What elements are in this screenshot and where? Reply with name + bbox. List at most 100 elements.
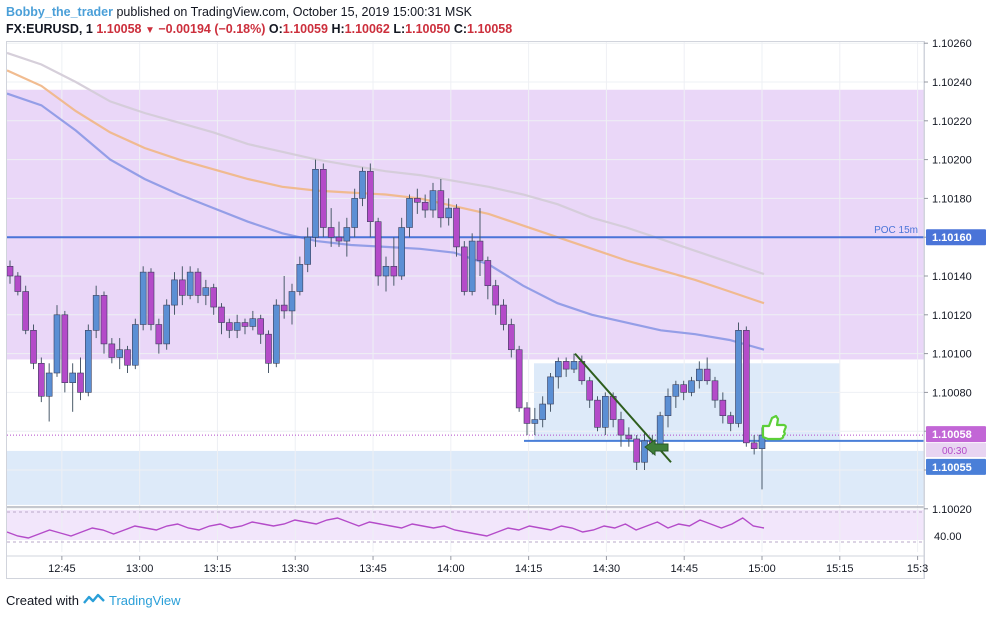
time-tick-label: 14:45	[670, 563, 698, 575]
candle-body	[555, 361, 562, 378]
price-tick-label: 1.10260	[932, 38, 972, 50]
candle-body	[327, 227, 335, 238]
poc-price-tag: 1.10160	[932, 232, 972, 244]
candle-body	[320, 169, 327, 228]
time-tick-label: 15:00	[748, 563, 776, 575]
candle-body	[351, 198, 358, 228]
candle-body	[6, 265, 14, 277]
candle-body	[531, 419, 539, 424]
poc-label: POC 15m	[874, 225, 918, 236]
candle-body	[69, 372, 76, 383]
candle-body	[703, 368, 711, 382]
candle-body	[461, 246, 468, 292]
candle-body	[680, 384, 687, 393]
last-price: 1.10058	[96, 22, 142, 36]
candle-body	[735, 330, 742, 424]
publish-info: published on TradingView.com, October 15…	[116, 5, 473, 19]
candle-body	[132, 324, 139, 366]
candle-body	[468, 240, 476, 292]
candle-body	[85, 330, 92, 393]
candle-body	[382, 265, 390, 277]
candle-body	[139, 271, 147, 325]
candle-body	[398, 227, 405, 277]
created-with-label: Created with	[6, 593, 79, 608]
candle-body	[547, 376, 554, 405]
candle-body	[625, 434, 633, 440]
candle-body	[241, 322, 249, 327]
candle-body	[445, 207, 452, 219]
candle-body	[633, 438, 640, 463]
author-name[interactable]: Bobby_the_trader	[6, 5, 113, 19]
candle-body	[641, 440, 648, 463]
time-tick-label: 14:00	[437, 563, 465, 575]
open-label: O:	[268, 22, 283, 36]
candle-body	[421, 201, 429, 211]
countdown-bg	[926, 443, 986, 458]
candle-body	[406, 198, 413, 228]
candle-body	[335, 236, 343, 242]
candle-body	[476, 240, 484, 261]
candle-body	[312, 169, 319, 238]
candle-body	[186, 271, 194, 296]
candle-body	[492, 285, 499, 306]
high-label: H:	[331, 22, 345, 36]
price-tick-label: 1.10200	[932, 155, 972, 167]
candle-body	[233, 322, 241, 331]
candle-body	[743, 330, 750, 444]
candle-body	[515, 349, 523, 409]
candle-body	[304, 236, 311, 265]
candle-body	[218, 306, 225, 323]
candles-layer	[6, 159, 766, 490]
symbol-label[interactable]: FX:EURUSD, 1	[6, 22, 93, 36]
rsi-layer	[6, 511, 924, 543]
candle-body	[664, 395, 672, 416]
candle-body	[429, 190, 437, 211]
candle-body	[30, 330, 37, 364]
candle-body	[523, 407, 531, 424]
candle-body	[296, 264, 304, 292]
candle-body	[688, 380, 695, 393]
price-tick-label: 1.10120	[932, 310, 972, 322]
price-tick-label: 1.10220	[932, 116, 972, 128]
down-arrow-icon: ▼	[144, 25, 155, 36]
candle-body	[414, 198, 421, 203]
candle-body	[562, 361, 570, 370]
footer: Created with TradingView	[6, 592, 181, 609]
tradingview-logo-icon[interactable]	[83, 592, 105, 609]
last-price-tag: 1.10058	[932, 429, 972, 441]
candle-body	[437, 190, 445, 219]
high-value: 1.10062	[344, 22, 390, 36]
candle-body	[163, 304, 170, 345]
candle-body	[343, 227, 351, 242]
candle-body	[22, 291, 29, 331]
levels-layer	[7, 236, 924, 442]
candle-body	[45, 372, 53, 397]
open-value: 1.10059	[282, 22, 328, 36]
candle-body	[508, 324, 515, 351]
green-arrow-icon	[644, 439, 669, 457]
candle-body	[727, 415, 734, 424]
candle-body	[367, 170, 374, 222]
candle-body	[147, 271, 155, 325]
low-value: 1.10050	[405, 22, 451, 36]
tradingview-brand[interactable]: TradingView	[108, 593, 181, 608]
time-tick-label: 13:15	[204, 563, 232, 575]
time-tick-label: 15:15	[826, 563, 854, 575]
candle-body	[202, 287, 210, 296]
low-label: L:	[393, 22, 406, 36]
candle-body	[359, 170, 366, 199]
candle-body	[617, 419, 625, 436]
candle-body	[750, 442, 758, 449]
last-price-tag-bg	[926, 426, 986, 443]
support-price-tag-bg	[926, 458, 986, 475]
publish-header: Bobby_the_trader published on TradingVie…	[6, 4, 472, 21]
candle-body	[265, 333, 272, 364]
candle-body	[696, 368, 703, 382]
support-price-tag: 1.10055	[932, 462, 972, 474]
time-tick-label: 13:45	[359, 563, 387, 575]
rsi-axis-label: 40.00	[934, 531, 962, 543]
candle-body	[226, 322, 233, 331]
candle-body	[602, 395, 609, 428]
candle-body	[374, 221, 382, 277]
